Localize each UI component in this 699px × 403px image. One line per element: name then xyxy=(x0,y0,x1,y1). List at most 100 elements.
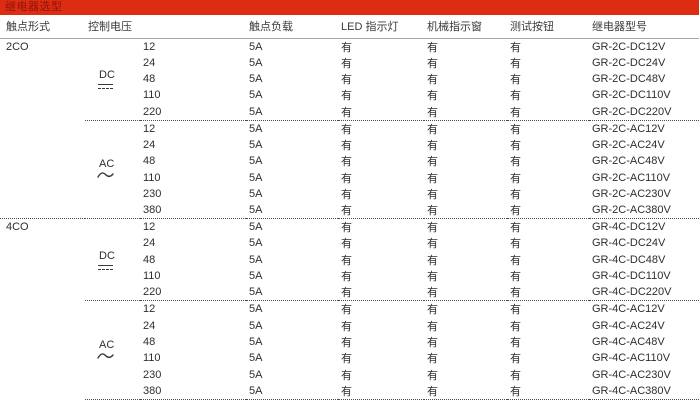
relay-model-cell: GR-2C-AC230V xyxy=(592,188,671,201)
voltage-cell: 12 xyxy=(140,300,246,318)
voltage-type-cell: AC xyxy=(85,119,140,219)
voltage-cell: 12 xyxy=(140,218,246,236)
mech-window-cell: 有 xyxy=(427,205,438,218)
ac-wave-icon xyxy=(97,171,140,180)
table-footer xyxy=(0,399,699,400)
test-button-cell: 有 xyxy=(510,254,521,267)
table-row: 24 5A 有 有 有 GR-2C-DC24V xyxy=(0,55,699,71)
table-header: 触点形式 控制电压 触点负载 LED 指示灯 机械指示窗 测试按钮 继电器型号 xyxy=(0,15,699,39)
contact-load-cell: 5A xyxy=(249,40,263,53)
voltage-cell: 24 xyxy=(143,319,156,332)
relay-model-cell: GR-4C-DC48V xyxy=(592,253,666,266)
voltage-type-label: AC xyxy=(99,339,115,352)
table-row: 220 5A 有 有 有 GR-4C-DC220V xyxy=(0,284,699,301)
led-indicator-cell: 有 xyxy=(341,90,352,103)
col-header-mechanical-window: 机械指示窗 xyxy=(424,15,507,39)
contact-load-cell: 5A xyxy=(249,105,263,118)
test-button-cell: 有 xyxy=(510,106,521,119)
voltage-cell: 48 xyxy=(143,253,156,266)
mech-window-cell: 有 xyxy=(427,172,438,185)
relay-model-cell: GR-2C-DC220V xyxy=(592,105,672,118)
led-indicator-cell: 有 xyxy=(341,41,352,54)
table-row: 110 5A 有 有 有 GR-4C-AC110V xyxy=(0,350,699,366)
table-row: 110 5A 有 有 有 GR-4C-DC110V xyxy=(0,268,699,284)
col-header-contact-form: 触点形式 xyxy=(0,15,85,39)
mech-window-cell: 有 xyxy=(427,287,438,300)
led-indicator-cell: 有 xyxy=(341,353,352,366)
voltage-type-label: DC xyxy=(99,249,115,262)
voltage-cell: 230 xyxy=(143,188,162,201)
table-row: 48 5A 有 有 有 GR-4C-AC48V xyxy=(0,334,699,350)
voltage-cell: 380 xyxy=(143,384,162,397)
contact-load-cell: 5A xyxy=(249,384,263,397)
test-button-cell: 有 xyxy=(510,336,521,349)
test-button-cell: 有 xyxy=(510,189,521,202)
voltage-cell: 110 xyxy=(143,352,161,365)
contact-load-cell: 5A xyxy=(249,155,263,168)
col-header-led-indicator: LED 指示灯 xyxy=(338,15,424,39)
table-row: 230 5A 有 有 有 GR-2C-AC230V xyxy=(0,186,699,202)
test-button-cell: 有 xyxy=(510,287,521,300)
table-row: 380 5A 有 有 有 GR-2C-AC380V xyxy=(0,202,699,219)
contact-load-cell: 5A xyxy=(249,188,263,201)
test-button-cell: 有 xyxy=(510,57,521,70)
led-indicator-cell: 有 xyxy=(341,57,352,70)
voltage-cell: 110 xyxy=(143,171,161,184)
relay-model-cell: GR-4C-AC12V xyxy=(589,300,699,318)
led-indicator-cell: 有 xyxy=(338,218,424,236)
test-button-cell: 有 xyxy=(510,320,521,333)
contact-load-cell: 5A xyxy=(249,56,263,69)
relay-model-cell: GR-2C-DC110V xyxy=(592,89,671,102)
relay-model-cell: GR-4C-DC24V xyxy=(592,237,666,250)
led-indicator-cell: 有 xyxy=(341,189,352,202)
table-row: 24 5A 有 有 有 GR-2C-AC24V xyxy=(0,137,699,153)
voltage-cell: 110 xyxy=(143,89,161,102)
contact-load-cell: 5A xyxy=(249,73,263,86)
relay-selection-table: 触点形式 控制电压 触点负载 LED 指示灯 机械指示窗 测试按钮 继电器型号 … xyxy=(0,15,699,400)
relay-model-cell: GR-2C-DC12V xyxy=(592,40,666,53)
voltage-type-cell: DC xyxy=(85,218,140,301)
led-indicator-cell: 有 xyxy=(341,172,352,185)
mech-window-cell: 有 xyxy=(427,320,438,333)
table-row: 24 5A 有 有 有 GR-4C-AC24V xyxy=(0,317,699,333)
mech-window-cell: 有 xyxy=(427,369,438,382)
led-indicator-cell: 有 xyxy=(341,254,352,267)
led-indicator-cell: 有 xyxy=(341,336,352,349)
contact-load-cell: 5A xyxy=(249,89,263,102)
contact-load-cell: 5A xyxy=(249,237,263,250)
relay-model-cell: GR-4C-AC380V xyxy=(592,384,671,397)
test-button-cell: 有 xyxy=(510,139,521,152)
voltage-cell: 380 xyxy=(143,204,162,217)
voltage-cell: 12 xyxy=(140,119,246,137)
mech-window-cell: 有 xyxy=(427,41,438,54)
test-button-cell: 有 xyxy=(510,238,521,251)
led-indicator-cell: 有 xyxy=(341,238,352,251)
bottom-rule-gap xyxy=(0,399,85,400)
table-row: 230 5A 有 有 有 GR-4C-AC230V xyxy=(0,367,699,383)
voltage-cell: 24 xyxy=(143,56,156,69)
test-button-cell: 有 xyxy=(510,369,521,382)
led-indicator-cell: 有 xyxy=(341,205,352,218)
table-row: 220 5A 有 有 有 GR-2C-DC220V xyxy=(0,104,699,121)
relay-model-cell: GR-2C-DC24V xyxy=(592,56,666,69)
mech-window-cell: 有 xyxy=(424,119,507,137)
relay-model-cell: GR-2C-DC48V xyxy=(592,73,666,86)
mech-window-cell: 有 xyxy=(427,74,438,87)
test-button-cell: 有 xyxy=(510,271,521,284)
test-button-cell: 有 xyxy=(507,218,589,236)
led-indicator-cell: 有 xyxy=(341,369,352,382)
relay-model-cell: GR-2C-AC12V xyxy=(589,119,699,137)
mech-window-cell: 有 xyxy=(427,90,438,103)
test-button-cell: 有 xyxy=(507,119,589,137)
table-row: AC 12 5A 有有有 GR-4C-AC12V xyxy=(0,300,699,400)
voltage-cell: 230 xyxy=(143,368,162,381)
table-row: AC 12 5A 有有有 GR-2C-AC12V xyxy=(0,119,699,219)
relay-model-cell: GR-4C-DC12V xyxy=(589,218,699,236)
table-row: 48 5A 有 有 有 GR-4C-DC48V xyxy=(0,252,699,268)
ac-wave-icon xyxy=(97,352,140,361)
voltage-cell: 48 xyxy=(143,335,156,348)
led-indicator-cell: 有 xyxy=(341,139,352,152)
voltage-type-cell: AC xyxy=(85,300,140,400)
led-indicator-cell: 有 xyxy=(338,300,424,318)
